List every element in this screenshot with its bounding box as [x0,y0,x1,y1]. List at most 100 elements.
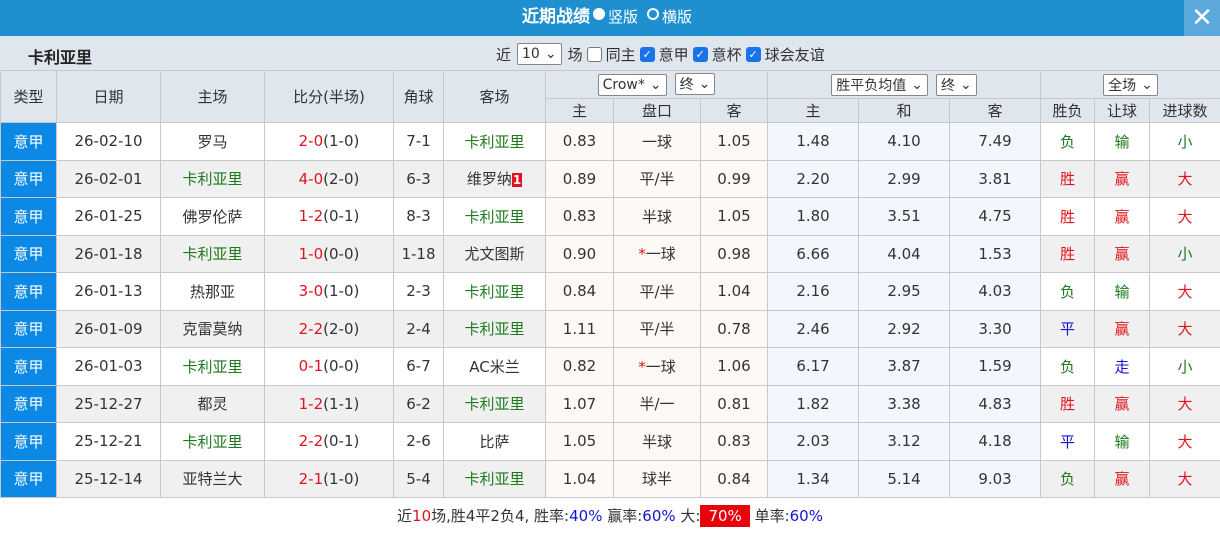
score-cell[interactable]: 1-2(1-1) [265,385,394,423]
odds-home-cell: 1.07 [546,385,614,423]
away-team-name: 比萨 [479,433,509,451]
odds-home-cell: 0.90 [546,235,614,273]
chevron-down-icon: ⌄ [650,77,662,93]
home-team-cell[interactable]: 热那亚 [161,273,265,311]
league-cell[interactable]: 意甲 [1,423,57,461]
header-home: 主场 [161,71,265,123]
league-cell[interactable]: 意甲 [1,460,57,498]
odds-line-cell: 半/一 [614,385,701,423]
home-team-cell[interactable]: 卡利亚里 [161,160,265,198]
league-cell[interactable]: 意甲 [1,273,57,311]
league-checkbox-cup[interactable]: ✓ [693,47,708,62]
corner-cell: 2-4 [394,310,444,348]
league-cell[interactable]: 意甲 [1,235,57,273]
chevron-down-icon: ⌄ [545,46,557,62]
title-bar: 近期战绩竖版 横版 ✕ [0,0,1220,36]
score-cell[interactable]: 2-1(1-0) [265,460,394,498]
odds-away-cell: 1.04 [701,273,768,311]
header-wl: 胜负 [1041,99,1095,123]
odds-home-cell: 0.84 [546,273,614,311]
score-cell[interactable]: 0-1(0-0) [265,348,394,386]
league-checkbox-friendly[interactable]: ✓ [746,47,761,62]
away-team-cell[interactable]: 尤文图斯 [444,235,546,273]
odds-line: 球半 [642,470,672,488]
odds-line-cell: 平/半 [614,310,701,348]
away-team-cell[interactable]: 比萨 [444,423,546,461]
score-cell[interactable]: 2-2(0-1) [265,423,394,461]
same-home-checkbox[interactable] [587,47,602,62]
handicap-result-cell: 赢 [1095,310,1150,348]
option-horizontal[interactable]: 横版 [662,8,692,26]
away-team-cell[interactable]: 卡利亚里 [444,123,546,161]
euro-away-cell: 3.81 [950,160,1041,198]
home-team-cell[interactable]: 罗马 [161,123,265,161]
chevron-down-icon: ⌄ [911,77,923,93]
score-cell[interactable]: 2-0(1-0) [265,123,394,161]
score-cell[interactable]: 4-0(2-0) [265,160,394,198]
away-team-name: AC米兰 [469,358,519,376]
euro-type-select[interactable]: 胜平负均值⌄ [831,74,928,96]
home-team-cell[interactable]: 卡利亚里 [161,423,265,461]
score-cell[interactable]: 3-0(1-0) [265,273,394,311]
away-team-cell[interactable]: AC米兰 [444,348,546,386]
league-label: 意甲 [659,44,689,65]
count-select[interactable]: 10⌄ [517,43,562,65]
summary-text: 近 [397,507,412,525]
home-team-cell[interactable]: 佛罗伦萨 [161,198,265,236]
score-cell[interactable]: 1-2(0-1) [265,198,394,236]
away-team-cell[interactable]: 卡利亚里 [444,310,546,348]
close-icon[interactable]: ✕ [1184,0,1220,36]
option-vertical[interactable]: 竖版 [608,8,638,26]
away-team-name: 维罗纳 [467,170,512,188]
home-team-cell[interactable]: 克雷莫纳 [161,310,265,348]
away-team-name: 卡利亚里 [464,395,524,413]
league-cell[interactable]: 意甲 [1,123,57,161]
away-team-cell[interactable]: 卡利亚里 [444,273,546,311]
league-checkbox-serie-a[interactable]: ✓ [640,47,655,62]
over-under-cell: 大 [1150,273,1220,311]
over-under-cell: 小 [1150,235,1220,273]
home-team-cell[interactable]: 卡利亚里 [161,348,265,386]
radio-vertical[interactable] [593,8,605,20]
over-under-cell: 大 [1150,198,1220,236]
odds-line-cell: 半球 [614,198,701,236]
league-cell[interactable]: 意甲 [1,348,57,386]
period-select[interactable]: 全场⌄ [1103,74,1158,96]
league-cell[interactable]: 意甲 [1,198,57,236]
handicap-result-cell: 输 [1095,273,1150,311]
win-loss-cell: 胜 [1041,198,1095,236]
star-marker: * [638,358,646,376]
home-team-cell[interactable]: 都灵 [161,385,265,423]
euro-stage-value: 终 [941,75,955,95]
euro-draw-cell: 3.51 [859,198,950,236]
euro-home-cell: 2.46 [768,310,859,348]
away-team-name: 尤文图斯 [464,245,524,263]
full-time-score: 2-2 [299,432,324,450]
euro-stage-select[interactable]: 终⌄ [936,74,977,96]
league-cell[interactable]: 意甲 [1,385,57,423]
panel-title: 近期战绩 [522,7,590,27]
away-team-cell[interactable]: 卡利亚里 [444,385,546,423]
summary-text: 赢率: [602,507,642,525]
odds-company-select[interactable]: Crow*⌄ [598,74,667,96]
league-cell[interactable]: 意甲 [1,160,57,198]
score-cell[interactable]: 2-2(2-0) [265,310,394,348]
radio-horizontal[interactable] [647,8,659,20]
win-loss-cell: 负 [1041,348,1095,386]
away-team-cell[interactable]: 维罗纳1 [444,160,546,198]
league-cell[interactable]: 意甲 [1,310,57,348]
away-team-cell[interactable]: 卡利亚里 [444,198,546,236]
home-team-cell[interactable]: 亚特兰大 [161,460,265,498]
odds-stage-select[interactable]: 终⌄ [675,73,716,95]
header-ah: 让球 [1095,99,1150,123]
odds-stage-value: 终 [680,74,694,94]
over-under-cell: 大 [1150,423,1220,461]
score-cell[interactable]: 1-0(0-0) [265,235,394,273]
away-team-cell[interactable]: 卡利亚里 [444,460,546,498]
home-team-cell[interactable]: 卡利亚里 [161,235,265,273]
odds-header: Crow*⌄终⌄ [546,71,768,99]
